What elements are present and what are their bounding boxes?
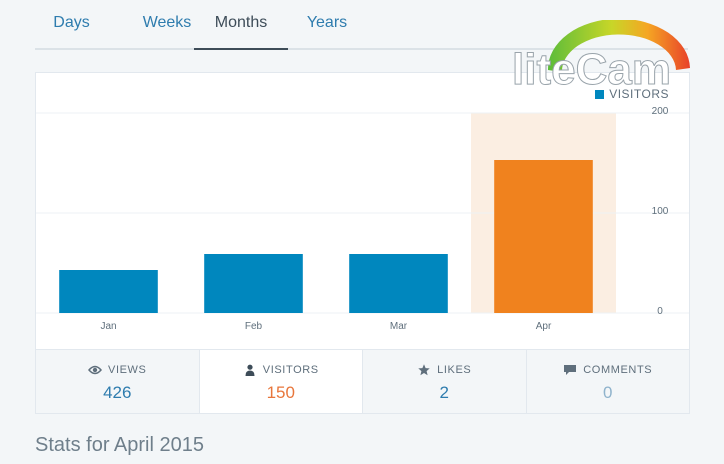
stat-value: 0	[603, 383, 613, 402]
y-tick-label: 100	[652, 206, 669, 217]
x-tick-label: Jan	[100, 321, 116, 332]
bar-feb	[204, 254, 303, 313]
y-tick-label: 200	[652, 106, 669, 117]
stat-label: VIEWS	[108, 364, 147, 376]
stat-views[interactable]: VIEWS 426	[36, 350, 200, 413]
legend-label: VISITORS	[609, 87, 669, 101]
tab-months[interactable]: Months	[194, 0, 288, 50]
tab-weeks[interactable]: Weeks	[142, 14, 192, 31]
tab-years[interactable]: Years	[306, 14, 348, 31]
eye-icon	[88, 365, 103, 375]
stat-label: VISITORS	[262, 364, 319, 376]
stats-summary: VIEWS 426 VISITORS 150 LIKES 2 COMMENTS	[35, 349, 690, 414]
star-icon	[418, 364, 430, 376]
section-title: Stats for April 2015	[35, 434, 204, 456]
tab-days[interactable]: Days	[53, 14, 90, 31]
visitors-bar-chart: 0 100 200 Jan Feb Mar Apr	[36, 106, 689, 332]
chart-card: VISITORS 0 100 200 Jan Feb Mar Apr	[35, 72, 690, 351]
stat-value: 426	[103, 383, 132, 402]
x-tick-label: Feb	[245, 321, 263, 332]
stat-value: 150	[266, 383, 295, 402]
svg-text:liteCam: liteCam	[512, 45, 671, 94]
litecam-watermark-logo: liteCam	[512, 20, 690, 95]
x-tick-label: Mar	[390, 321, 408, 332]
stat-comments[interactable]: COMMENTS 0	[527, 350, 690, 413]
comment-icon	[564, 365, 577, 375]
x-tick-label: Apr	[536, 321, 552, 332]
stat-label: LIKES	[437, 364, 472, 376]
bar-apr	[494, 160, 593, 313]
stat-likes[interactable]: LIKES 2	[363, 350, 527, 413]
bar-mar	[349, 254, 448, 313]
period-tabs: Days Weeks Months Years	[35, 0, 688, 50]
bar-jan	[59, 270, 158, 313]
stat-value: 2	[439, 383, 449, 402]
person-icon	[245, 364, 255, 376]
stat-label: COMMENTS	[583, 364, 653, 376]
stat-visitors[interactable]: VISITORS 150	[199, 350, 363, 413]
legend-swatch	[595, 89, 605, 99]
chart-legend: VISITORS	[595, 87, 669, 101]
y-tick-label: 0	[657, 306, 663, 317]
